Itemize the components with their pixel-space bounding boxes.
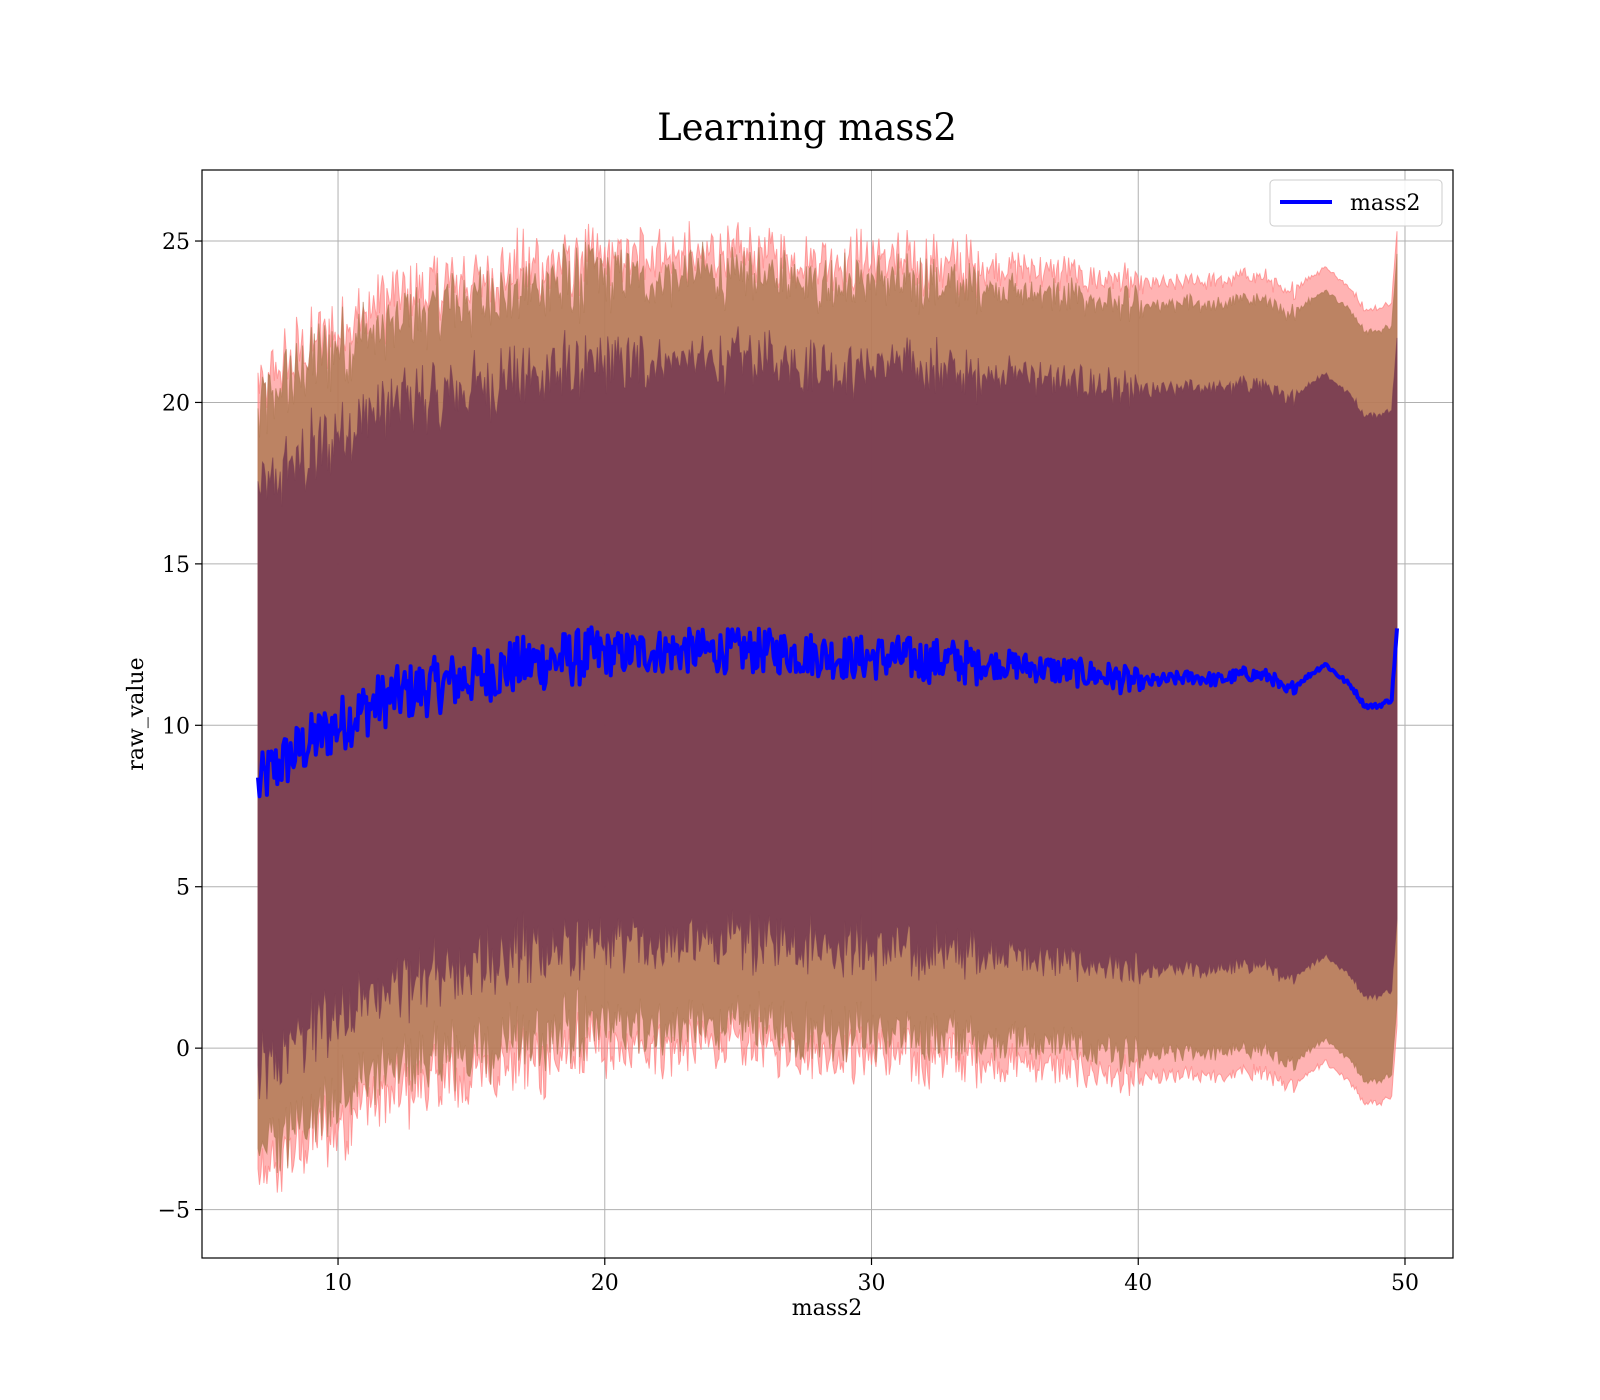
band-inner (257, 326, 1398, 1100)
x-tick-label: 10 (324, 1271, 352, 1296)
series-line-mass2 (256, 625, 1399, 799)
legend-label-mass2: mass2 (1350, 191, 1421, 216)
chart-title: Learning mass2 (657, 106, 957, 149)
y-tick-label: 10 (162, 714, 190, 739)
x-tick-label: 20 (591, 1271, 619, 1296)
confidence-bands (257, 221, 1398, 1193)
y-tick-label: 20 (162, 391, 190, 416)
y-tick-label: 0 (176, 1037, 190, 1062)
y-tick-label: −5 (158, 1199, 190, 1224)
y-axis-ticks: −5 0 5 10 15 20 25 (158, 230, 202, 1224)
series-lines (256, 625, 1399, 799)
legend-box (1269, 179, 1443, 227)
x-axis-label: mass2 (792, 1296, 863, 1321)
x-axis-ticks: 10 20 30 40 50 (324, 1258, 1419, 1296)
y-axis-label: raw_value (124, 657, 149, 770)
y-tick-label: 5 (176, 876, 190, 901)
x-tick-label: 40 (1124, 1271, 1152, 1296)
x-tick-label: 30 (858, 1271, 886, 1296)
y-tick-label: 15 (162, 553, 190, 578)
plot-area-frame (201, 169, 1454, 1259)
legend: mass2 (1269, 179, 1443, 227)
y-tick-label: 25 (162, 230, 190, 255)
x-tick-label: 50 (1391, 1271, 1419, 1296)
